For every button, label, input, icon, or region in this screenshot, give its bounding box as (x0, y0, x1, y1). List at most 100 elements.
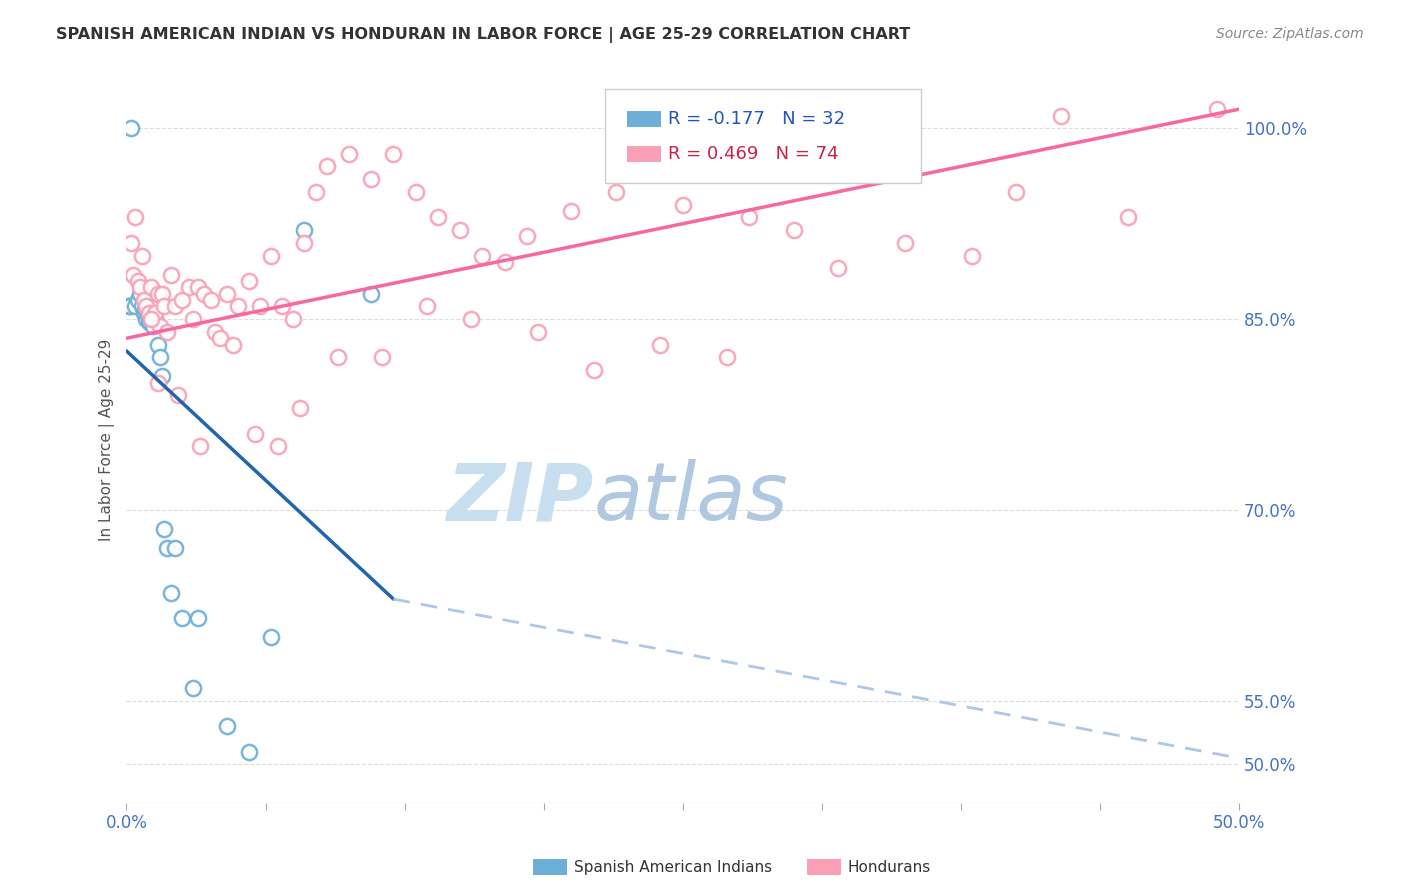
Point (142, 312, 165, 326)
Point (172, 611, 194, 625)
Point (150, 286, 173, 301)
Point (160, 268, 183, 282)
Point (187, 280, 209, 294)
Point (139, 310, 162, 324)
Point (131, 300, 153, 314)
Point (326, 351, 349, 365)
Point (260, 248, 283, 262)
Text: Source: ZipAtlas.com: Source: ZipAtlas.com (1216, 27, 1364, 41)
Point (494, 255, 516, 269)
Point (222, 337, 245, 351)
Point (260, 630, 283, 644)
Point (238, 274, 260, 288)
Point (360, 286, 382, 301)
Point (165, 541, 187, 556)
Point (605, 185, 627, 199)
Point (716, 351, 738, 365)
Point (960, 248, 983, 262)
Point (738, 211, 761, 225)
Point (405, 185, 427, 199)
Point (120, 235, 142, 250)
Point (471, 248, 494, 262)
Text: R = -0.177   N = 32: R = -0.177 N = 32 (668, 110, 845, 128)
Text: R = 0.469   N = 74: R = 0.469 N = 74 (668, 145, 838, 163)
Point (128, 280, 150, 294)
Point (315, 160, 337, 174)
Point (141, 312, 163, 326)
Point (516, 229, 538, 244)
Point (139, 312, 162, 326)
Point (193, 286, 215, 301)
Point (145, 312, 167, 326)
Point (124, 300, 146, 314)
Point (165, 300, 187, 314)
Point (134, 301, 156, 316)
Point (200, 293, 222, 307)
Point (337, 146, 360, 161)
Point (304, 185, 326, 199)
Point (131, 248, 153, 262)
Point (827, 261, 849, 276)
Point (294, 223, 316, 237)
Point (650, 337, 672, 351)
Point (360, 172, 382, 186)
Point (146, 337, 169, 351)
Point (139, 312, 162, 326)
Point (208, 331, 231, 345)
Point (460, 312, 482, 326)
Point (153, 300, 176, 314)
Point (1005, 185, 1028, 199)
Point (136, 309, 159, 323)
Text: Hondurans: Hondurans (848, 860, 931, 874)
Point (416, 300, 439, 314)
Point (135, 312, 157, 326)
Point (146, 376, 169, 390)
Point (181, 312, 204, 326)
Point (204, 325, 226, 339)
Point (672, 197, 695, 211)
Point (288, 401, 311, 416)
Point (215, 286, 238, 301)
Point (149, 351, 172, 365)
Point (172, 293, 194, 307)
Y-axis label: In Labor Force | Age 25-29: In Labor Force | Age 25-29 (100, 339, 115, 541)
Point (138, 306, 160, 320)
Point (238, 745, 260, 759)
Point (527, 325, 550, 339)
Point (128, 286, 150, 301)
Point (166, 388, 188, 402)
Point (134, 306, 156, 320)
Point (1049, 109, 1071, 123)
Point (226, 300, 249, 314)
Point (1205, 102, 1227, 116)
Point (122, 268, 145, 282)
Point (177, 280, 200, 294)
Point (160, 585, 183, 599)
Point (245, 426, 267, 441)
Point (139, 280, 162, 294)
Text: Spanish American Indians: Spanish American Indians (574, 860, 772, 874)
Point (135, 300, 157, 314)
Point (181, 681, 204, 695)
Point (449, 223, 471, 237)
Point (249, 300, 271, 314)
Point (267, 439, 290, 453)
Point (582, 363, 605, 377)
Point (145, 306, 167, 320)
Point (153, 522, 176, 536)
Point (188, 439, 211, 453)
Point (294, 235, 316, 250)
Point (283, 312, 305, 326)
Point (215, 719, 238, 733)
Point (149, 318, 172, 333)
Point (124, 211, 146, 225)
Point (120, 121, 142, 136)
Point (134, 293, 156, 307)
Point (371, 351, 394, 365)
Point (118, 300, 141, 314)
Point (187, 611, 209, 625)
Point (142, 318, 165, 333)
Point (138, 315, 160, 329)
Point (894, 235, 917, 250)
Point (382, 146, 405, 161)
